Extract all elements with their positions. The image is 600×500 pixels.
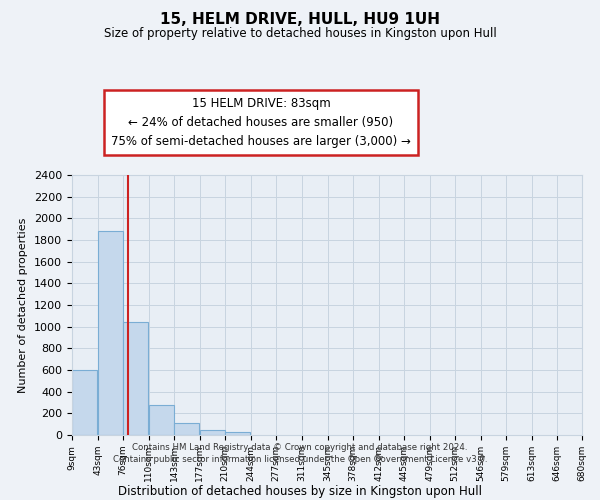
- Text: Size of property relative to detached houses in Kingston upon Hull: Size of property relative to detached ho…: [104, 28, 496, 40]
- Bar: [149, 404, 174, 435]
- Bar: [200, 430, 225, 435]
- Text: Distribution of detached houses by size in Kingston upon Hull: Distribution of detached houses by size …: [118, 484, 482, 498]
- Bar: [225, 432, 250, 435]
- Y-axis label: Number of detached properties: Number of detached properties: [19, 218, 28, 392]
- Bar: [98, 232, 123, 435]
- Bar: [72, 370, 97, 435]
- Text: Contains HM Land Registry data © Crown copyright and database right 2024.
Contai: Contains HM Land Registry data © Crown c…: [113, 442, 487, 464]
- Bar: [123, 322, 148, 435]
- Text: 15 HELM DRIVE: 83sqm
← 24% of detached houses are smaller (950)
75% of semi-deta: 15 HELM DRIVE: 83sqm ← 24% of detached h…: [111, 97, 411, 148]
- Text: 15, HELM DRIVE, HULL, HU9 1UH: 15, HELM DRIVE, HULL, HU9 1UH: [160, 12, 440, 28]
- Bar: [174, 422, 199, 435]
